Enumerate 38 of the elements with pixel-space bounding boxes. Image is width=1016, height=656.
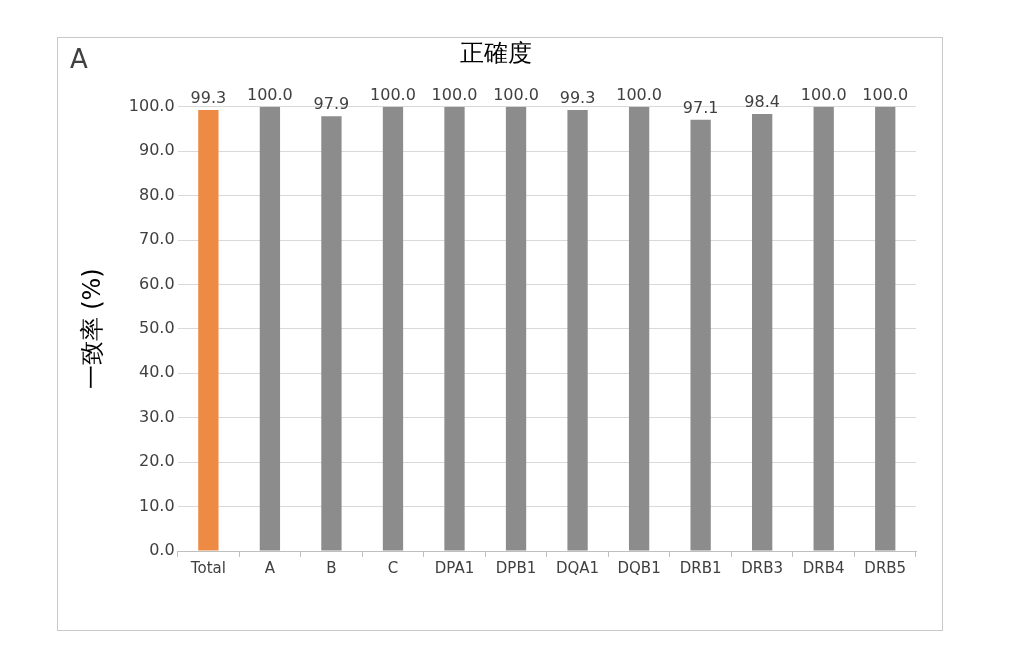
x-tick-label: DRB3 bbox=[741, 558, 784, 577]
data-label: 97.1 bbox=[682, 97, 719, 117]
y-tick-label: 30.0 bbox=[138, 406, 175, 426]
x-tick-label: Total bbox=[189, 558, 226, 577]
chart-title: 正確度 bbox=[459, 38, 532, 67]
data-label: 100.0 bbox=[431, 84, 478, 104]
x-tick-label: DQA1 bbox=[555, 558, 600, 577]
data-label: 99.3 bbox=[559, 88, 596, 108]
data-label: 99.3 bbox=[190, 88, 227, 108]
y-tick-label: 20.0 bbox=[138, 451, 175, 471]
y-tick-label: 90.0 bbox=[138, 140, 175, 160]
y-tick-label: 100.0 bbox=[128, 95, 175, 115]
x-tick-label: DRB1 bbox=[679, 558, 722, 577]
data-label: 100.0 bbox=[800, 84, 847, 104]
y-tick-label: 0.0 bbox=[149, 540, 175, 560]
data-label: 100.0 bbox=[370, 84, 416, 104]
data-label: 98.4 bbox=[744, 92, 780, 112]
text: A bbox=[70, 44, 88, 74]
x-tick-label: B bbox=[326, 558, 337, 577]
data-label: 97.9 bbox=[313, 94, 350, 114]
y-tick-label: 70.0 bbox=[138, 229, 175, 249]
data-label: 100.0 bbox=[247, 84, 293, 104]
x-tick-label: DPA1 bbox=[434, 558, 475, 577]
x-tick-label: DQB1 bbox=[617, 558, 661, 577]
x-tick-label: C bbox=[387, 558, 399, 577]
y-tick-label: 10.0 bbox=[138, 495, 175, 515]
y-tick-label: 80.0 bbox=[138, 184, 175, 204]
x-tick-label: DRB4 bbox=[802, 558, 845, 577]
y-tick-label: 40.0 bbox=[138, 362, 175, 382]
y-tick-label: 60.0 bbox=[138, 273, 175, 293]
x-tick-label: A bbox=[264, 558, 276, 577]
data-label: 100.0 bbox=[616, 84, 663, 104]
y-tick-label: 50.0 bbox=[138, 318, 175, 338]
data-label: 100.0 bbox=[862, 84, 909, 104]
y-axis-title: 一致率 (%) bbox=[77, 268, 106, 390]
x-tick-label: DRB5 bbox=[864, 558, 907, 577]
data-label: 100.0 bbox=[493, 84, 539, 104]
x-tick-label: DPB1 bbox=[495, 558, 537, 577]
